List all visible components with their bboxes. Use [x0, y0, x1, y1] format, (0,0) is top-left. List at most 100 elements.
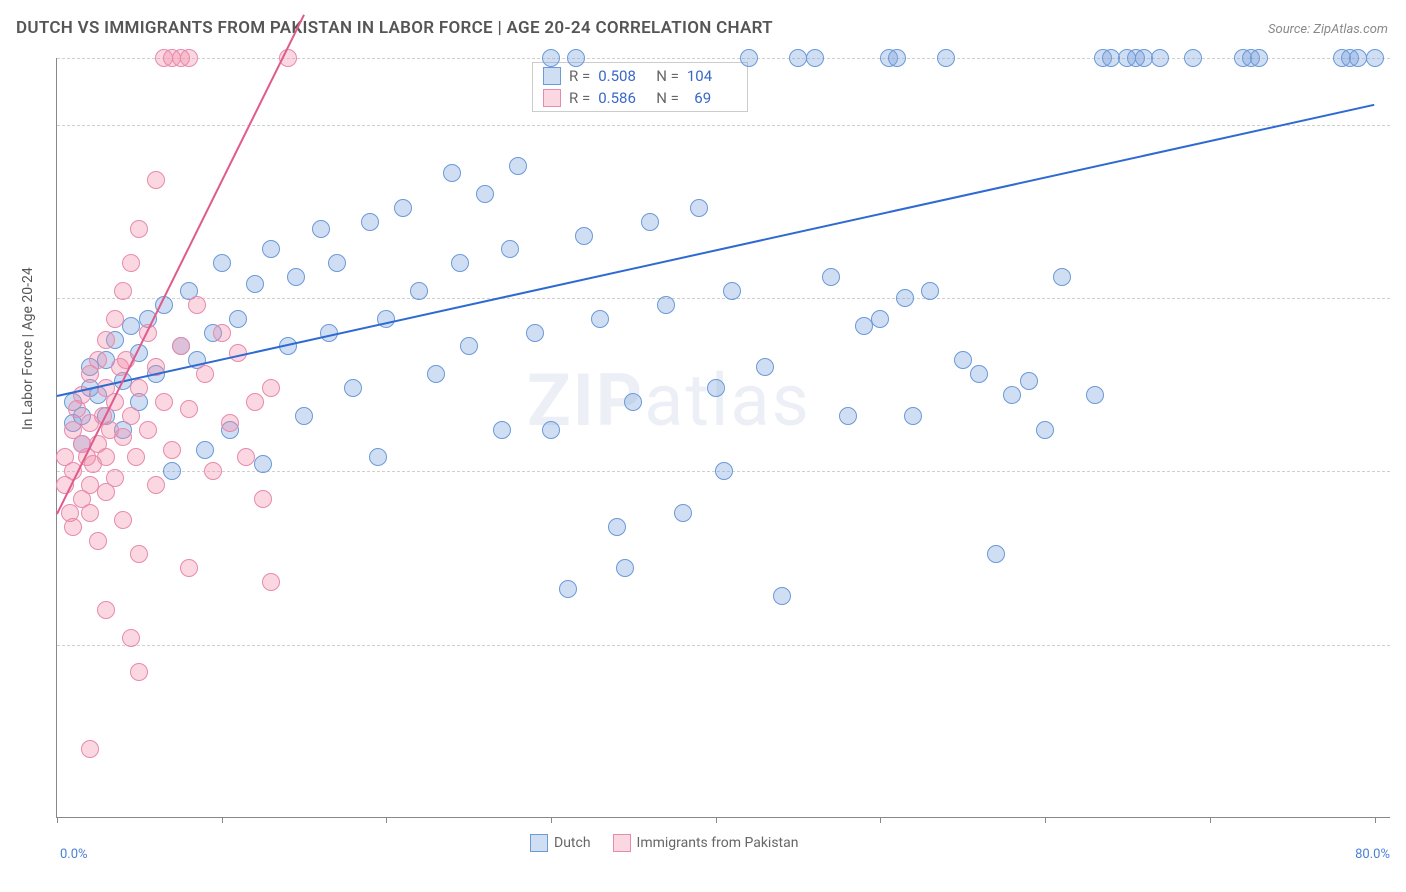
data-point [163, 441, 181, 459]
x-tick [551, 817, 552, 823]
x-tick [1210, 817, 1211, 823]
data-point [493, 421, 511, 439]
x-axis-min-label: 0.0% [60, 847, 88, 862]
legend-item: Immigrants from Pakistan [613, 834, 799, 852]
data-point [674, 504, 692, 522]
data-point [723, 282, 741, 300]
data-point [896, 289, 914, 307]
data-point [608, 518, 626, 536]
data-point [904, 407, 922, 425]
data-point [575, 227, 593, 245]
data-point [591, 310, 609, 328]
data-point [287, 268, 305, 286]
data-point [221, 414, 239, 432]
data-point [122, 629, 140, 647]
data-point [987, 545, 1005, 563]
data-point [361, 213, 379, 231]
data-point [89, 351, 107, 369]
data-point [970, 365, 988, 383]
data-point [180, 400, 198, 418]
data-point [229, 310, 247, 328]
legend-swatch [530, 834, 548, 852]
data-point [127, 448, 145, 466]
x-tick [386, 817, 387, 823]
data-point [1102, 49, 1120, 67]
n-value: 69 [687, 89, 737, 107]
stats-row: R =0.586N = 69 [533, 87, 747, 109]
data-point [130, 663, 148, 681]
data-point [624, 393, 642, 411]
watermark-light: atlas [644, 358, 811, 443]
data-point [509, 157, 527, 175]
data-point [64, 518, 82, 536]
data-point [501, 240, 519, 258]
data-point [147, 476, 165, 494]
data-point [262, 379, 280, 397]
n-value: 104 [687, 67, 737, 85]
gridline [57, 298, 1390, 299]
r-label: R = [569, 67, 590, 85]
data-point [81, 476, 99, 494]
data-point [237, 448, 255, 466]
data-point [937, 49, 955, 67]
data-point [155, 393, 173, 411]
trend-line [56, 14, 305, 514]
x-tick [1045, 817, 1046, 823]
data-point [204, 462, 222, 480]
data-point [616, 559, 634, 577]
data-point [97, 601, 115, 619]
data-point [559, 580, 577, 598]
data-point [106, 469, 124, 487]
data-point [542, 49, 560, 67]
data-point [806, 49, 824, 67]
x-tick [1375, 817, 1376, 823]
data-point [789, 49, 807, 67]
data-point [81, 504, 99, 522]
x-axis-max-label: 80.0% [1355, 847, 1390, 862]
data-point [460, 337, 478, 355]
data-point [1184, 49, 1202, 67]
data-point [180, 49, 198, 67]
data-point [246, 275, 264, 293]
data-point [295, 407, 313, 425]
data-point [888, 49, 906, 67]
data-point [213, 324, 231, 342]
data-point [1250, 49, 1268, 67]
x-tick [880, 817, 881, 823]
data-point [839, 407, 857, 425]
data-point [246, 393, 264, 411]
data-point [1003, 386, 1021, 404]
data-point [130, 379, 148, 397]
data-point [822, 268, 840, 286]
series-legend: Dutch Immigrants from Pakistan [530, 834, 799, 852]
data-point [196, 441, 214, 459]
data-point [114, 511, 132, 529]
x-tick [222, 817, 223, 823]
data-point [180, 559, 198, 577]
r-value: 0.586 [598, 89, 648, 107]
data-point [451, 254, 469, 272]
gridline [57, 125, 1390, 126]
data-point [526, 324, 544, 342]
data-point [427, 365, 445, 383]
x-tick [716, 817, 717, 823]
data-point [542, 421, 560, 439]
data-point [262, 573, 280, 591]
data-point [114, 282, 132, 300]
data-point [443, 164, 461, 182]
data-point [163, 462, 181, 480]
n-label: N = [656, 67, 679, 85]
data-point [312, 220, 330, 238]
data-point [172, 337, 190, 355]
data-point [715, 462, 733, 480]
data-point [89, 532, 107, 550]
data-point [871, 310, 889, 328]
data-point [773, 587, 791, 605]
data-point [114, 428, 132, 446]
data-point [921, 282, 939, 300]
data-point [1135, 49, 1153, 67]
data-point [1053, 268, 1071, 286]
legend-item: Dutch [530, 834, 591, 852]
series-swatch [543, 67, 561, 85]
n-label: N = [656, 89, 679, 107]
